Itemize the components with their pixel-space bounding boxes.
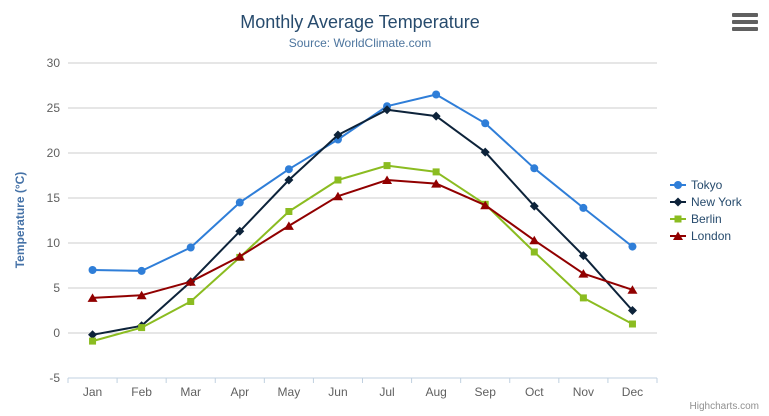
legend: Tokyo New York Berlin London xyxy=(670,176,742,244)
data-point-marker[interactable] xyxy=(627,285,638,294)
data-point-marker[interactable] xyxy=(529,201,539,211)
data-point-marker[interactable] xyxy=(88,266,97,274)
series-line[interactable] xyxy=(91,164,634,343)
data-point-marker[interactable] xyxy=(87,293,98,302)
data-point-marker[interactable] xyxy=(579,203,588,212)
x-tick-label: Feb xyxy=(131,385,152,399)
data-point-marker[interactable] xyxy=(480,147,490,157)
y-tick-label: 20 xyxy=(47,146,61,160)
data-point-marker[interactable] xyxy=(481,119,490,128)
legend-item-london[interactable]: London xyxy=(670,227,742,244)
y-tick-label: 5 xyxy=(53,281,60,295)
data-point-marker[interactable] xyxy=(578,269,589,278)
x-tick-label: Aug xyxy=(425,385,446,399)
x-tick-label: Jun xyxy=(328,385,347,399)
data-point-marker[interactable] xyxy=(628,320,636,328)
legend-item-label: Tokyo xyxy=(691,177,723,192)
data-point-marker[interactable] xyxy=(284,165,293,174)
x-tick-label: Dec xyxy=(622,385,643,399)
series-line[interactable] xyxy=(91,108,634,336)
series-line[interactable] xyxy=(91,179,634,299)
data-point-marker[interactable] xyxy=(628,242,637,251)
data-point-marker[interactable] xyxy=(136,290,147,300)
series-tokyo[interactable] xyxy=(88,90,637,275)
data-point-marker[interactable] xyxy=(283,221,294,230)
triangle-marker-icon xyxy=(670,231,686,240)
data-point-marker[interactable] xyxy=(530,248,538,256)
data-point-marker[interactable] xyxy=(88,330,98,340)
diamond-marker-icon xyxy=(670,197,686,206)
data-point-marker[interactable] xyxy=(530,164,539,173)
data-point-marker[interactable] xyxy=(333,130,343,140)
data-point-marker[interactable] xyxy=(432,90,441,99)
x-tick-label: May xyxy=(278,385,301,399)
x-tick-label: Sep xyxy=(475,385,497,399)
legend-item-berlin[interactable]: Berlin xyxy=(670,210,742,227)
legend-item-label: Berlin xyxy=(691,211,722,226)
legend-item-tokyo[interactable]: Tokyo xyxy=(670,176,742,193)
data-point-marker[interactable] xyxy=(578,251,588,261)
data-point-marker[interactable] xyxy=(235,198,244,207)
data-point-marker[interactable] xyxy=(480,200,491,210)
x-tick-label: Oct xyxy=(525,385,544,399)
data-point-marker[interactable] xyxy=(284,175,294,185)
data-point-marker[interactable] xyxy=(627,306,637,315)
series-line[interactable] xyxy=(91,93,634,272)
data-point-marker[interactable] xyxy=(235,226,245,236)
x-tick-label: Jul xyxy=(379,385,394,399)
data-point-marker[interactable] xyxy=(382,105,392,115)
data-point-marker[interactable] xyxy=(137,266,146,275)
x-tick-label: Apr xyxy=(230,385,249,399)
legend-item-label: London xyxy=(691,228,732,243)
data-point-marker[interactable] xyxy=(382,175,393,185)
circle-marker-icon xyxy=(670,180,686,189)
credits-link[interactable]: Highcharts.com xyxy=(689,401,759,412)
data-point-marker[interactable] xyxy=(529,235,540,245)
data-point-marker[interactable] xyxy=(431,111,441,121)
data-point-marker[interactable] xyxy=(89,337,97,345)
y-tick-label: 15 xyxy=(47,191,61,205)
data-point-marker[interactable] xyxy=(334,176,342,184)
data-point-marker[interactable] xyxy=(383,162,391,170)
data-point-marker[interactable] xyxy=(186,243,195,252)
data-point-marker[interactable] xyxy=(432,168,440,176)
y-tick-label: 10 xyxy=(47,236,61,250)
hamburger-icon xyxy=(732,27,758,31)
y-tick-label: 30 xyxy=(47,56,61,70)
y-tick-label: -5 xyxy=(49,371,60,385)
data-point-marker[interactable] xyxy=(138,324,146,332)
data-point-marker[interactable] xyxy=(431,179,442,188)
square-marker-icon xyxy=(670,215,686,222)
series-london[interactable] xyxy=(87,175,638,302)
data-point-marker[interactable] xyxy=(332,191,343,201)
legend-item-label: New York xyxy=(691,194,742,209)
export-menu-button[interactable] xyxy=(732,13,758,31)
data-point-marker[interactable] xyxy=(285,208,293,215)
x-tick-label: Mar xyxy=(180,385,201,399)
chart-subtitle: Source: WorldClimate.com xyxy=(288,36,432,50)
y-tick-label: 0 xyxy=(53,326,60,340)
legend-item-new-york[interactable]: New York xyxy=(670,193,742,210)
x-tick-label: Nov xyxy=(573,385,594,399)
data-point-marker[interactable] xyxy=(185,277,196,286)
x-tick-label: Jan xyxy=(83,385,102,399)
y-tick-label: 25 xyxy=(47,101,61,115)
hamburger-icon xyxy=(732,13,758,17)
hamburger-icon xyxy=(732,20,758,24)
chart-title: Monthly Average Temperature xyxy=(240,12,480,32)
series-new-york[interactable] xyxy=(88,105,637,340)
data-point-marker[interactable] xyxy=(187,298,195,305)
data-point-marker[interactable] xyxy=(234,252,245,261)
data-point-marker[interactable] xyxy=(579,294,587,302)
